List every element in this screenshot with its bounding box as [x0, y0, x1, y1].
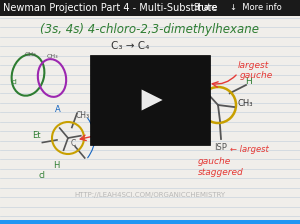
Text: CH₃: CH₃ [46, 54, 58, 60]
Text: largest: largest [238, 60, 269, 69]
Bar [0, 0, 300, 16]
Text: ISP: ISP [214, 143, 227, 152]
Text: Cl: Cl [182, 123, 190, 131]
Text: staggered: staggered [198, 168, 244, 177]
Polygon shape [142, 90, 163, 110]
Text: ← largest: ← largest [230, 145, 269, 154]
Text: gauche: gauche [198, 157, 231, 166]
Text: gauche: gauche [240, 71, 273, 80]
Bar [90, 55, 210, 145]
Text: H: H [53, 162, 59, 170]
Text: (3s, 4s) 4-chloro-2,3-dimethylhexane: (3s, 4s) 4-chloro-2,3-dimethylhexane [40, 24, 260, 37]
Text: CH₃: CH₃ [76, 112, 90, 121]
Text: HTTP://LEAH4SCI.COM/ORGANICCHEMISTRY: HTTP://LEAH4SCI.COM/ORGANICCHEMISTRY [74, 192, 226, 198]
Text: Et: Et [32, 131, 40, 140]
Text: Newman Projection Part 4 - Multi-Substitute: Newman Projection Part 4 - Multi-Substit… [3, 3, 217, 13]
Text: cl: cl [38, 172, 46, 181]
Text: C₃ → C₄: C₃ → C₄ [111, 41, 149, 51]
Text: Share: Share [193, 4, 218, 13]
Text: cl: cl [12, 79, 18, 85]
Text: H: H [244, 78, 251, 86]
Text: CH₃: CH₃ [238, 99, 254, 108]
Text: ↓  More info: ↓ More info [230, 4, 282, 13]
Text: Et: Et [200, 71, 208, 80]
Text: CH₃: CH₃ [24, 52, 36, 58]
Text: A: A [55, 106, 61, 114]
Bar [0, 220, 300, 224]
Text: isp: isp [96, 131, 109, 140]
Text: C: C [70, 138, 76, 147]
